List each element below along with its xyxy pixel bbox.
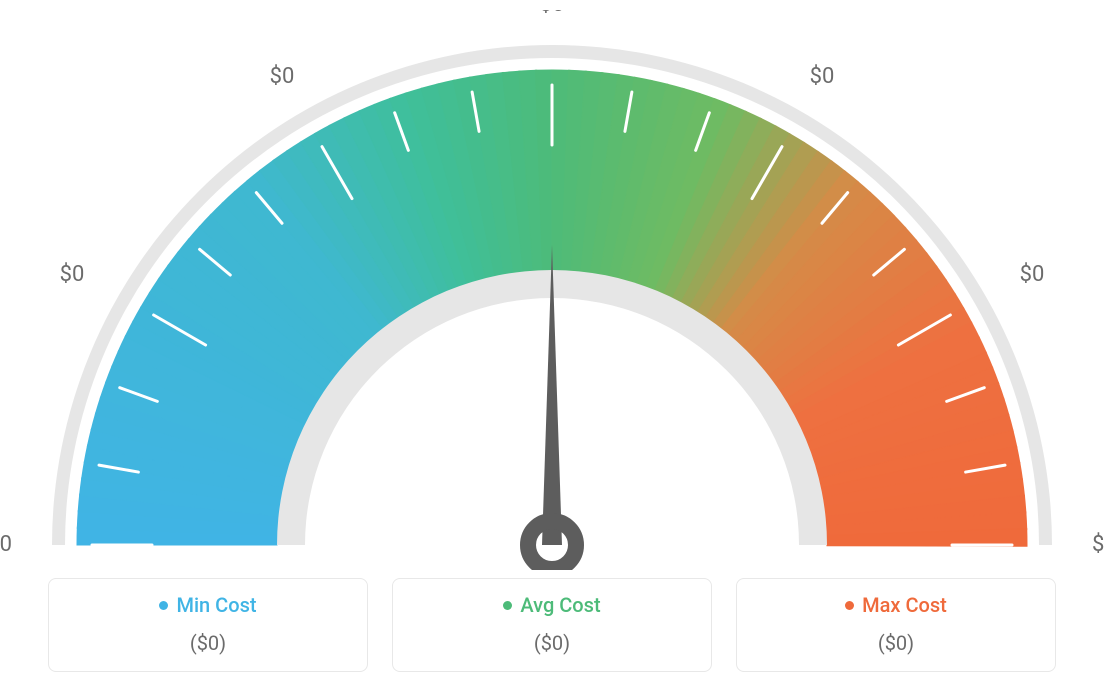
legend-card-min: Min Cost ($0)	[48, 578, 368, 672]
legend-title-avg: Avg Cost	[503, 593, 600, 617]
legend-title-text: Min Cost	[176, 593, 256, 617]
svg-text:$0: $0	[0, 532, 12, 557]
svg-text:$0: $0	[270, 64, 295, 89]
dot-icon	[503, 601, 512, 610]
gauge-wrap: $0 $0 $0 $0 $0 $0 $0	[0, 10, 1104, 570]
svg-text:$0: $0	[540, 10, 565, 17]
legend-title-text: Max Cost	[862, 593, 947, 617]
dot-icon	[845, 601, 854, 610]
legend-value-max: ($0)	[747, 631, 1045, 655]
dot-icon	[159, 601, 168, 610]
svg-text:$0: $0	[1092, 532, 1104, 557]
legend-card-avg: Avg Cost ($0)	[392, 578, 712, 672]
legend-title-min: Min Cost	[159, 593, 256, 617]
legend-title-max: Max Cost	[845, 593, 947, 617]
svg-text:$0: $0	[60, 262, 85, 287]
legend-value-min: ($0)	[59, 631, 357, 655]
gauge-svg: $0 $0 $0 $0 $0 $0 $0	[0, 10, 1104, 570]
svg-text:$0: $0	[810, 64, 835, 89]
legend-card-max: Max Cost ($0)	[736, 578, 1056, 672]
gauge-chart-container: $0 $0 $0 $0 $0 $0 $0 Min Cost ($0) Avg Cost ($…	[0, 0, 1104, 690]
legend-value-avg: ($0)	[403, 631, 701, 655]
svg-text:$0: $0	[1020, 262, 1045, 287]
legend-row: Min Cost ($0) Avg Cost ($0) Max Cost ($0…	[0, 578, 1104, 672]
legend-title-text: Avg Cost	[520, 593, 600, 617]
